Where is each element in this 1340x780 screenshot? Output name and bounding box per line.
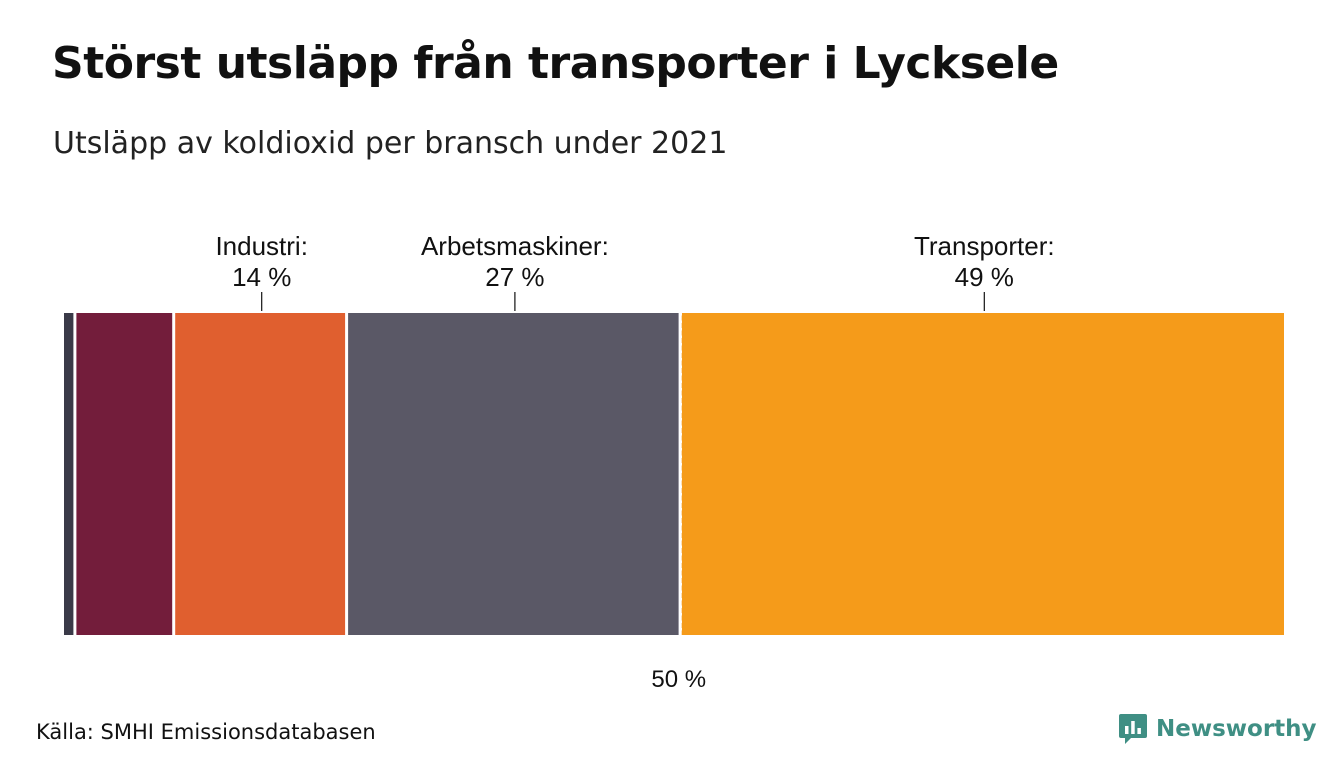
chart-title: Störst utsläpp från transporter i Lyckse…	[52, 38, 1059, 89]
bar-segment-industri	[175, 313, 346, 635]
chart-subtitle: Utsläpp av koldioxid per bransch under 2…	[53, 126, 728, 161]
newsworthy-logo-icon	[1119, 714, 1147, 744]
segment-label-arbetsmaskiner: Arbetsmaskiner:	[421, 231, 609, 261]
newsworthy-logo: Newsworthy	[1118, 712, 1317, 746]
segment-label-industri: Industri:	[215, 231, 308, 261]
segment-value-arbetsmaskiner: 27 %	[485, 262, 544, 292]
bar-segment-segment-1	[64, 313, 74, 635]
bar-segment-transporter	[681, 313, 1284, 635]
source-note: Källa: SMHI Emissionsdatabasen	[36, 720, 376, 744]
brand-name: Newsworthy	[1156, 716, 1317, 742]
segment-value-transporter: 49 %	[955, 262, 1014, 292]
stacked-bar-chart: Industri:14 % Arbetsmaskiner:27 % Transpor…	[64, 231, 1284, 693]
segment-label-transporter: Transporter:	[914, 231, 1055, 261]
bar-segment-arbetsmaskiner	[348, 313, 679, 635]
bar-segment-segment-2	[76, 313, 173, 635]
segment-value-industri: 14 %	[232, 262, 291, 292]
reference-label-50: 50 %	[651, 666, 706, 693]
